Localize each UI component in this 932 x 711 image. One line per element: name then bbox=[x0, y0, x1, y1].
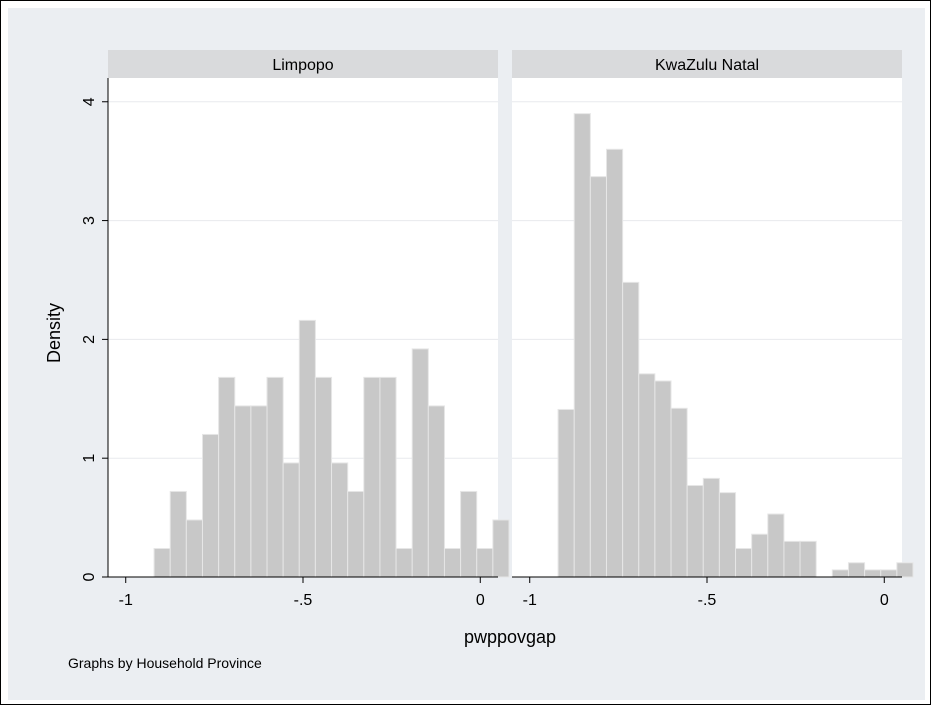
histogram-bar bbox=[557, 408, 575, 578]
x-tick-label: 0 bbox=[880, 592, 889, 609]
histogram-bar bbox=[605, 148, 624, 578]
histogram-bar bbox=[702, 477, 720, 578]
histogram-bar bbox=[298, 319, 316, 578]
histogram-bar bbox=[169, 490, 187, 578]
histogram-bar bbox=[864, 569, 882, 578]
panel-title: KwaZulu Natal bbox=[655, 57, 759, 74]
histogram-bar bbox=[589, 176, 607, 578]
histogram-bar bbox=[686, 485, 704, 578]
histogram-bar bbox=[234, 405, 252, 578]
histogram-bar bbox=[201, 433, 220, 578]
histogram-bar bbox=[735, 547, 753, 578]
panel-2: KwaZulu Natal -1 -.5 0 bbox=[512, 50, 914, 609]
panels: Limpopo -1 -.5 0 0 1 2 3 4 KwaZulu Natal -1 -.5 0 bbox=[81, 50, 914, 609]
histogram-bar bbox=[395, 547, 413, 578]
histogram-bar bbox=[314, 376, 333, 578]
histogram-bar bbox=[783, 540, 801, 578]
histogram-bar bbox=[751, 533, 769, 578]
histogram-bar bbox=[880, 569, 898, 578]
x-tick-label: -.5 bbox=[294, 592, 313, 609]
histogram-bar bbox=[250, 405, 268, 578]
histogram-bar bbox=[427, 405, 445, 578]
x-axis-title: pwppovgap bbox=[464, 627, 556, 647]
panel-strip bbox=[108, 50, 498, 78]
histogram-bar bbox=[153, 547, 171, 578]
y-tick-label: 3 bbox=[81, 216, 98, 225]
y-tick-label: 4 bbox=[81, 97, 98, 106]
histogram-bar bbox=[460, 490, 478, 578]
x-tick-label: 0 bbox=[476, 592, 485, 609]
histogram-bar bbox=[654, 380, 672, 578]
histogram-bar bbox=[443, 547, 462, 578]
y-axis-title: Density bbox=[44, 303, 64, 363]
histogram-bar bbox=[896, 562, 914, 578]
histogram-bar bbox=[347, 490, 365, 578]
histogram-bar bbox=[282, 462, 300, 578]
histogram-bar bbox=[767, 513, 785, 578]
histogram-bar bbox=[185, 519, 203, 578]
histogram-bar bbox=[847, 562, 866, 578]
histogram-bar bbox=[266, 376, 284, 578]
histogram-bar bbox=[638, 373, 656, 578]
histogram-bar bbox=[379, 376, 397, 578]
histogram-bar bbox=[218, 376, 236, 578]
histogram-bar bbox=[331, 462, 349, 578]
x-tick-label: -.5 bbox=[698, 592, 717, 609]
histogram-bar bbox=[622, 281, 640, 578]
histogram-bar bbox=[363, 376, 381, 578]
y-tick-label: 2 bbox=[81, 335, 98, 344]
panel-title: Limpopo bbox=[272, 57, 333, 74]
histogram-bar bbox=[799, 540, 817, 578]
histogram-bar bbox=[831, 569, 849, 578]
histogram-bar bbox=[573, 113, 591, 578]
x-tick-label: -1 bbox=[523, 592, 537, 609]
histogram-bar bbox=[670, 407, 688, 578]
histogram-bar bbox=[476, 547, 494, 578]
histogram-bar bbox=[492, 519, 510, 578]
panel-1: Limpopo -1 -.5 0 0 1 2 3 4 bbox=[81, 50, 510, 609]
graphs-by-note: Graphs by Household Province bbox=[68, 655, 262, 671]
panel-strip bbox=[512, 50, 902, 78]
x-tick-label: -1 bbox=[119, 592, 133, 609]
y-tick-label: 1 bbox=[81, 454, 98, 463]
histogram-bar bbox=[411, 348, 429, 578]
histogram-bar bbox=[718, 492, 737, 578]
y-tick-label: 0 bbox=[81, 572, 98, 581]
